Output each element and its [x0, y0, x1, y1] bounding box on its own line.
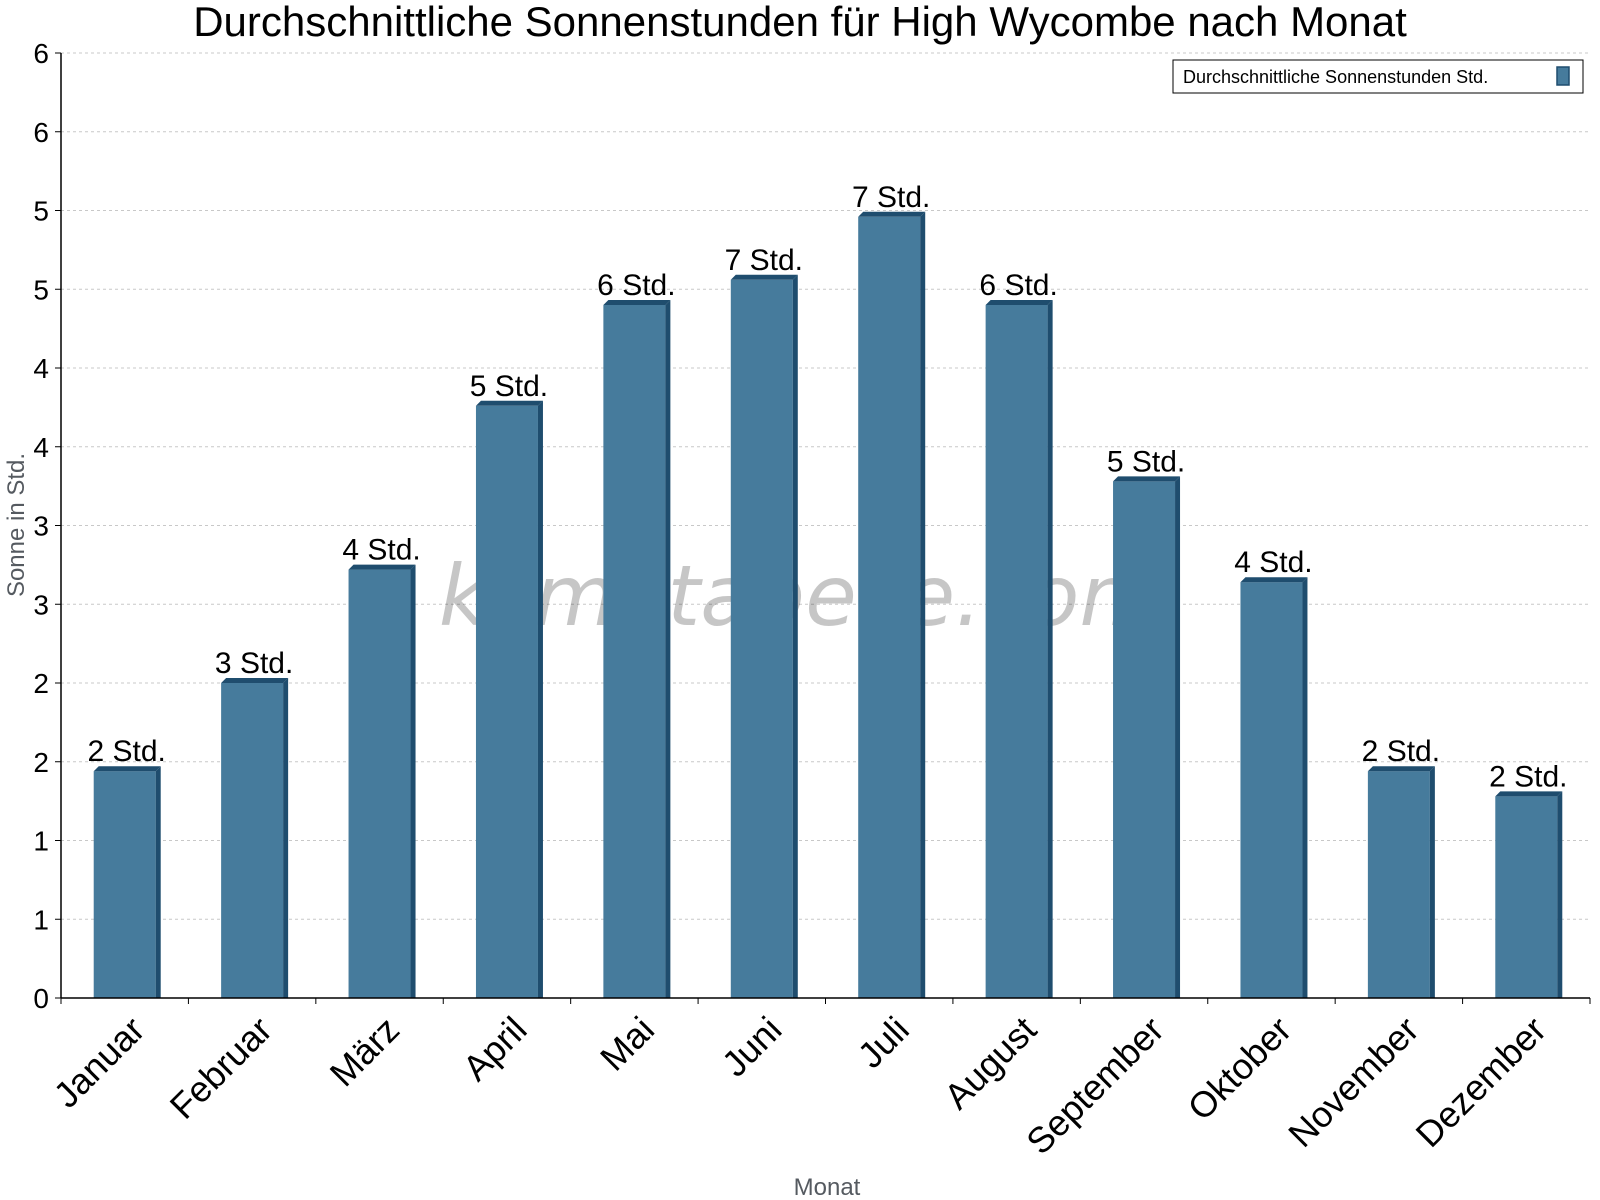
x-tick-label: März — [322, 1009, 408, 1095]
y-tick-label: 6 — [33, 117, 49, 148]
y-tick-label: 0 — [33, 983, 49, 1014]
y-tick-label: 1 — [33, 904, 49, 935]
data-labels: 2 Std. 3 Std. 4 Std. 5 Std. 6 Std. 7 Std. 7 St… — [88, 181, 1568, 794]
bar-side — [1429, 766, 1435, 998]
y-tick-label: 2 — [33, 668, 49, 699]
bar-top — [985, 300, 1053, 305]
bar-top — [730, 274, 798, 280]
x-tick-label: April — [455, 1009, 535, 1089]
data-label: 4 Std. — [342, 534, 420, 567]
data-label: 2 Std. — [1362, 735, 1440, 768]
bar-side — [537, 400, 543, 998]
data-label: 4 Std. — [1234, 546, 1312, 579]
legend-box — [1172, 59, 1584, 94]
chart-title: Durchschnittliche Sonnenstunden für High… — [193, 0, 1407, 45]
data-label: 5 Std. — [470, 370, 548, 403]
bar-top — [221, 678, 289, 683]
x-tick-label: Dezember — [1408, 1009, 1554, 1155]
x-tick-label: Mai — [592, 1009, 662, 1079]
y-tick-label: 3 — [33, 511, 49, 542]
x-tick-label: August — [936, 1009, 1044, 1117]
bar — [1495, 796, 1558, 998]
x-axis-title: Monat — [794, 1174, 861, 1200]
bar-top — [603, 300, 671, 305]
data-label: 2 Std. — [1489, 760, 1567, 793]
x-tick-label: Januar — [46, 1009, 153, 1116]
x-tick-label: Oktober — [1180, 1009, 1300, 1129]
bar-top — [858, 211, 926, 217]
bar-top — [475, 400, 543, 406]
bar-side — [1175, 476, 1181, 998]
data-label: 2 Std. — [88, 735, 166, 768]
bar-top — [1495, 791, 1563, 797]
bar-side — [920, 211, 926, 999]
data-label: 6 Std. — [979, 269, 1057, 302]
bar-side — [1047, 300, 1053, 998]
y-tick-label: 3 — [33, 589, 49, 620]
bar-top — [1113, 476, 1181, 482]
bar — [1113, 481, 1176, 998]
bar — [730, 279, 793, 998]
bars — [93, 211, 1563, 999]
bar-side — [665, 300, 671, 998]
data-label: 7 Std. — [725, 244, 803, 277]
bar-side — [283, 678, 289, 998]
y-tick-label: 2 — [33, 747, 49, 778]
bar — [221, 683, 284, 998]
legend-swatch — [1556, 66, 1570, 86]
y-tick-label: 6 — [33, 38, 49, 69]
x-ticks: Januar Februar März April Mai Juni Juli AugustS… — [46, 998, 1591, 1163]
y-tick-label: 1 — [33, 826, 49, 857]
grid — [61, 52, 1590, 920]
bar-side — [1302, 577, 1308, 998]
x-tick-label: Juli — [850, 1009, 917, 1076]
y-ticks: 0 1 1 2 2 3 3 4 4 5 5 6 6 — [33, 38, 61, 1014]
bar-side — [155, 766, 161, 998]
bar-top — [1240, 577, 1308, 583]
bar — [1367, 771, 1430, 998]
y-tick-label: 4 — [33, 353, 49, 384]
y-tick-label: 5 — [33, 274, 49, 305]
bar-top — [1367, 766, 1435, 772]
legend-label: Durchschnittliche Sonnenstunden Std. — [1183, 67, 1488, 87]
bar-side — [792, 274, 798, 998]
bar-top — [93, 766, 161, 772]
data-label: 7 Std. — [852, 181, 930, 214]
bar-side — [1557, 791, 1563, 998]
y-tick-label: 5 — [33, 196, 49, 227]
bar — [985, 305, 1048, 998]
data-label: 3 Std. — [215, 647, 293, 680]
bar — [348, 569, 411, 998]
legend: Durchschnittliche Sonnenstunden Std. — [1172, 59, 1584, 94]
bar-side — [410, 564, 416, 998]
data-label: 6 Std. — [597, 269, 675, 302]
bar-top — [348, 564, 416, 570]
x-tick-label: September — [1018, 1009, 1172, 1163]
watermark: klimatabelle.com — [439, 547, 1162, 645]
x-tick-label: Juni — [714, 1009, 790, 1085]
bar — [475, 405, 538, 998]
x-tick-label: November — [1280, 1009, 1426, 1155]
x-tick-label: Februar — [162, 1009, 280, 1127]
bar — [1240, 582, 1303, 998]
bar — [603, 305, 666, 998]
data-label: 5 Std. — [1107, 445, 1185, 478]
bar — [858, 216, 921, 999]
y-tick-label: 4 — [33, 432, 49, 463]
y-axis-title: Sonne in Std. — [3, 453, 30, 597]
bar — [93, 771, 156, 998]
